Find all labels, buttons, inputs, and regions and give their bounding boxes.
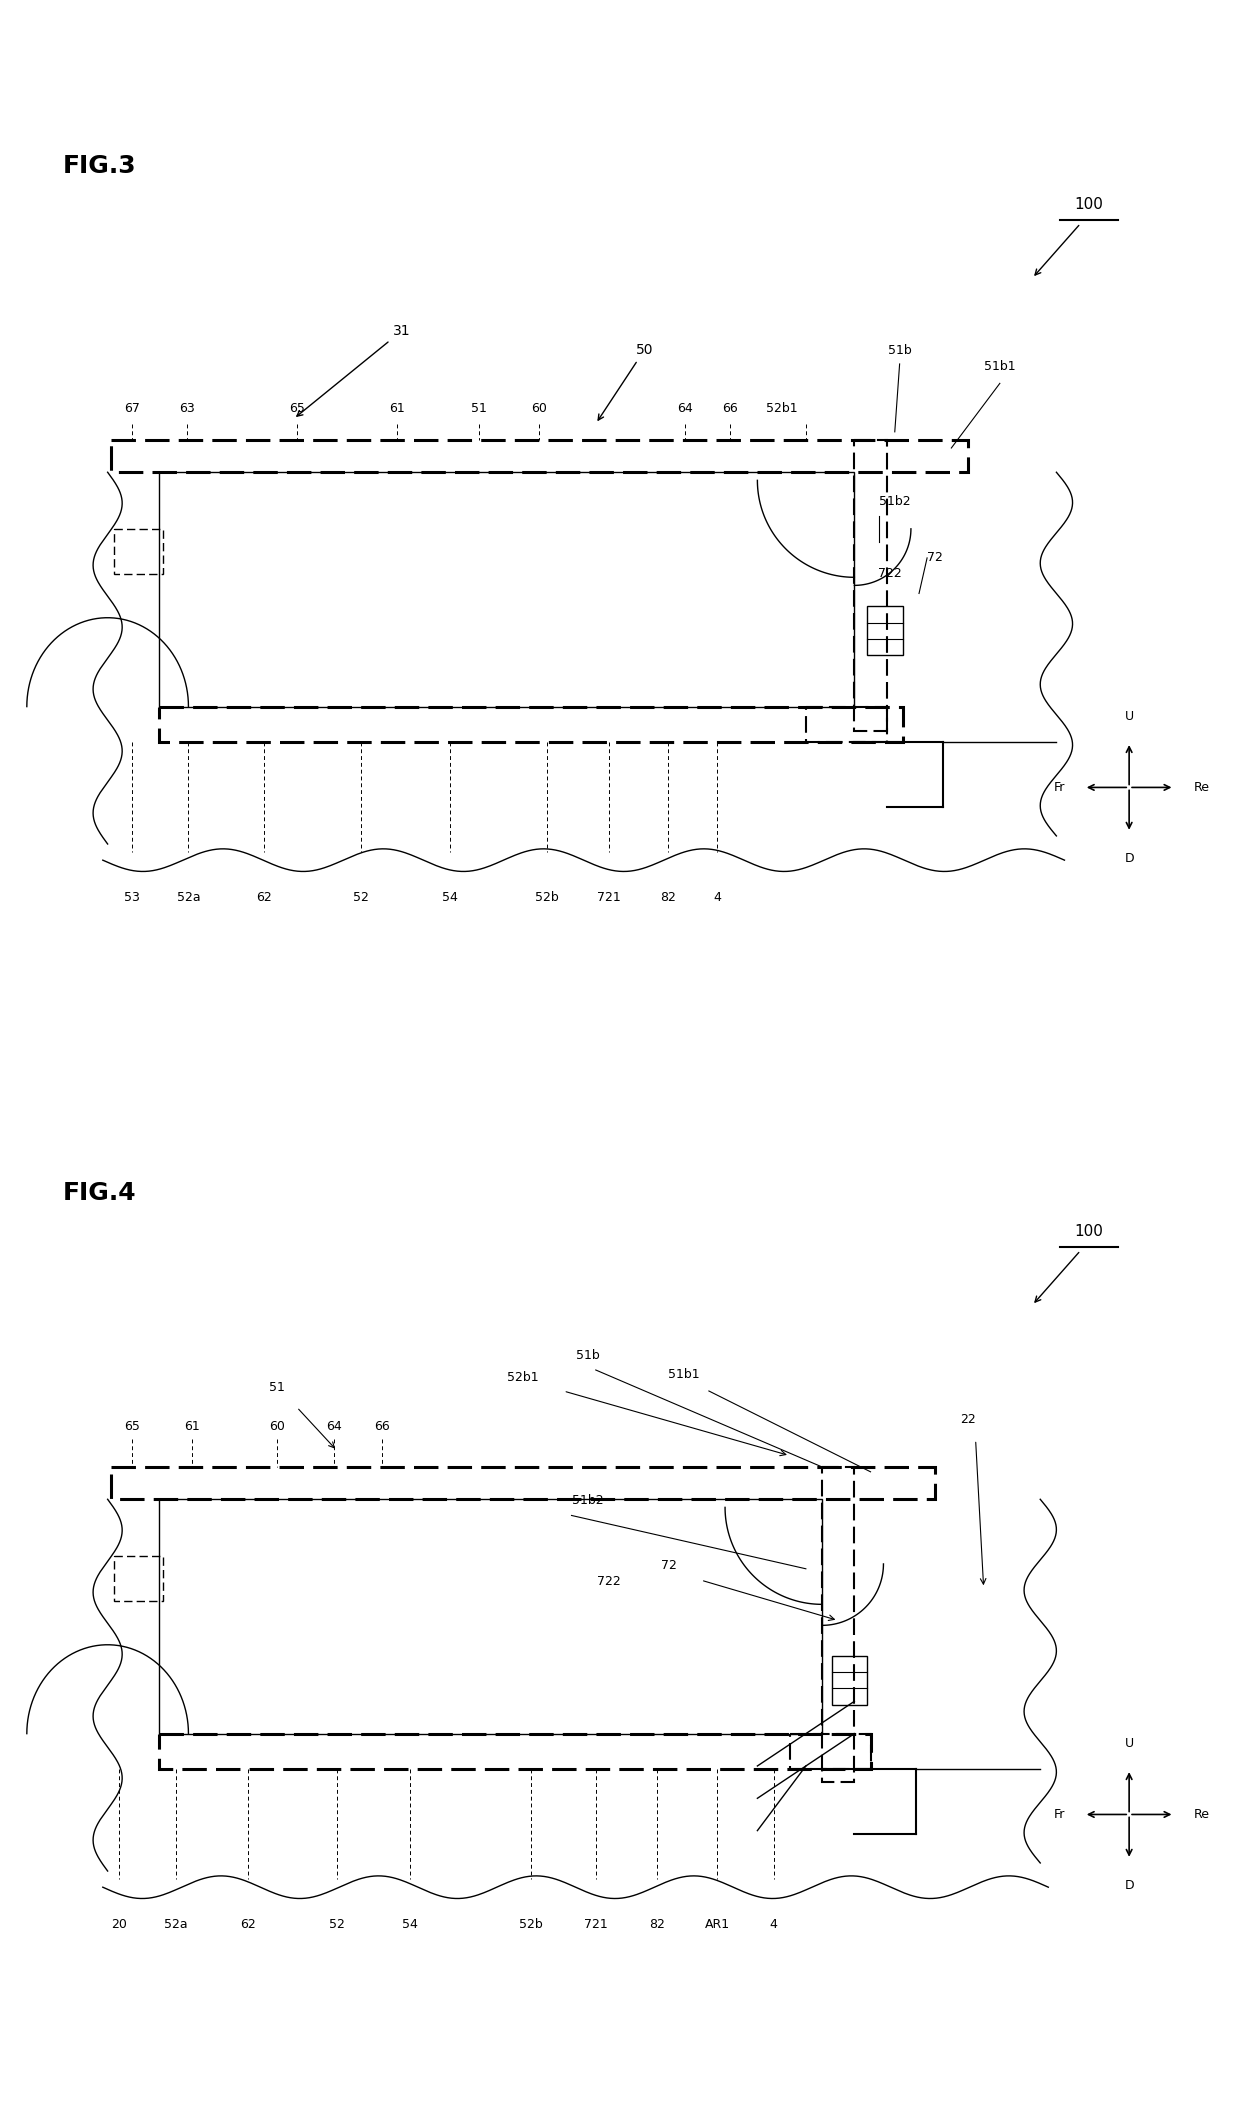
Text: 51b: 51b: [575, 1349, 600, 1361]
Text: 60: 60: [531, 402, 547, 415]
Text: 52: 52: [353, 891, 370, 904]
Text: 51b1: 51b1: [668, 1368, 701, 1380]
Bar: [160, 707, 903, 743]
Bar: [854, 440, 887, 730]
Text: Re: Re: [1193, 1808, 1209, 1821]
Text: Re: Re: [1193, 781, 1209, 794]
Text: 67: 67: [124, 402, 140, 415]
Text: FIG.3: FIG.3: [62, 155, 136, 178]
Text: 52a: 52a: [176, 891, 201, 904]
Text: 722: 722: [878, 567, 901, 580]
Text: 64: 64: [677, 402, 692, 415]
Text: D: D: [1125, 1878, 1133, 1893]
Text: 82: 82: [650, 1918, 665, 1931]
Text: AR1: AR1: [704, 1918, 729, 1931]
Text: 60: 60: [269, 1421, 285, 1433]
Text: 66: 66: [722, 402, 738, 415]
Bar: [114, 1556, 162, 1600]
Text: 62: 62: [257, 891, 273, 904]
Bar: [790, 1734, 870, 1770]
Text: 51b2: 51b2: [572, 1495, 603, 1507]
Text: 65: 65: [289, 402, 305, 415]
Text: 22: 22: [960, 1414, 976, 1427]
Bar: [822, 1467, 854, 1783]
Bar: [160, 472, 854, 707]
Text: 54: 54: [402, 1918, 418, 1931]
Text: 52: 52: [329, 1918, 345, 1931]
Text: 52b1: 52b1: [766, 402, 797, 415]
Text: 52b: 52b: [520, 1918, 543, 1931]
Bar: [110, 1467, 935, 1499]
Text: 20: 20: [112, 1918, 126, 1931]
Bar: [160, 1499, 822, 1734]
Text: 61: 61: [389, 402, 404, 415]
Text: Fr: Fr: [1054, 1808, 1065, 1821]
Text: 51: 51: [471, 402, 487, 415]
Text: 100: 100: [1074, 1224, 1104, 1238]
Text: 51b2: 51b2: [879, 495, 910, 508]
Text: 72: 72: [928, 550, 944, 563]
Bar: [832, 1655, 867, 1704]
Text: U: U: [1125, 709, 1133, 724]
Text: 100: 100: [1074, 197, 1104, 212]
Text: 721: 721: [596, 891, 620, 904]
Text: D: D: [1125, 851, 1133, 864]
Text: Fr: Fr: [1054, 781, 1065, 794]
Text: 53: 53: [124, 891, 140, 904]
Text: 63: 63: [179, 402, 195, 415]
Text: 65: 65: [124, 1421, 140, 1433]
Bar: [160, 1734, 870, 1770]
Text: 51b: 51b: [888, 345, 911, 358]
Bar: [867, 605, 903, 654]
Text: 66: 66: [374, 1421, 391, 1433]
Text: 722: 722: [596, 1575, 620, 1588]
Text: 4: 4: [770, 1918, 777, 1931]
Text: 31: 31: [296, 324, 410, 417]
Text: 72: 72: [661, 1558, 677, 1571]
Text: 50: 50: [598, 343, 653, 419]
Text: 52b1: 52b1: [507, 1372, 539, 1385]
Bar: [110, 440, 967, 472]
Text: 62: 62: [241, 1918, 257, 1931]
Text: 61: 61: [184, 1421, 200, 1433]
Text: U: U: [1125, 1738, 1133, 1751]
Text: 64: 64: [326, 1421, 342, 1433]
Bar: [806, 707, 887, 743]
Text: 52b: 52b: [536, 891, 559, 904]
Text: FIG.4: FIG.4: [62, 1181, 136, 1205]
Text: 51b1: 51b1: [983, 360, 1016, 373]
Bar: [114, 529, 162, 574]
Text: 4: 4: [713, 891, 720, 904]
Text: 51: 51: [269, 1380, 285, 1393]
Text: 54: 54: [443, 891, 459, 904]
Text: 52a: 52a: [164, 1918, 187, 1931]
Text: 721: 721: [584, 1918, 608, 1931]
Text: 82: 82: [661, 891, 677, 904]
